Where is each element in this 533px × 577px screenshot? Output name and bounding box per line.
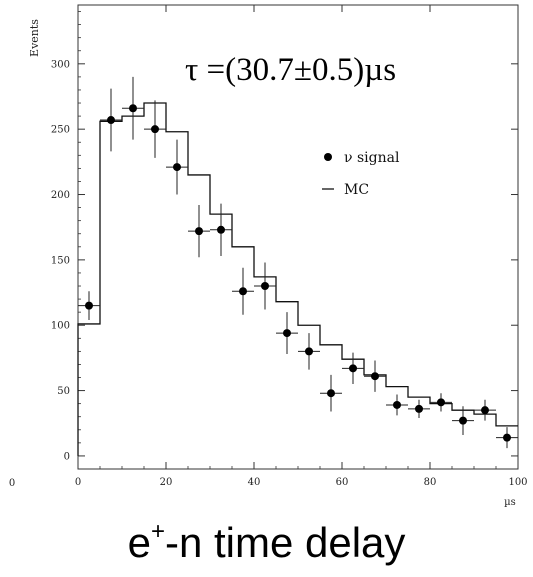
caption-superscript: + xyxy=(150,518,165,545)
signal-point xyxy=(129,104,137,113)
signal-point xyxy=(437,398,445,407)
y-tick-label: 250 xyxy=(51,125,70,136)
y-tick-label: 0 xyxy=(64,451,70,462)
signal-point xyxy=(195,227,203,236)
signal-point xyxy=(393,400,401,409)
signal-point xyxy=(107,116,115,125)
signal-point xyxy=(349,364,357,373)
signal-point xyxy=(217,225,225,234)
lifetime-annotation: τ =(30.7±0.5)µs xyxy=(185,52,396,88)
outer-x-tick-label: 0 xyxy=(9,478,15,489)
signal-point xyxy=(85,301,93,310)
signal-points xyxy=(78,76,518,449)
legend-marker-signal xyxy=(324,153,332,161)
signal-point xyxy=(503,433,511,442)
caption: e+-n time delay xyxy=(0,518,533,568)
x-tick-label: 60 xyxy=(336,477,349,488)
x-tick-label: 0 xyxy=(75,477,81,488)
chart-svg: Events µs 0 τ =(30.7±0.5)µs 050100150200… xyxy=(9,4,528,508)
x-axis-label: µs xyxy=(504,497,516,508)
y-tick-label: 50 xyxy=(57,386,70,397)
signal-point xyxy=(371,372,379,381)
y-axis-label: Events xyxy=(28,19,41,57)
x-tick-label: 100 xyxy=(508,477,527,488)
x-tick-label: 40 xyxy=(248,477,261,488)
legend-label-signal: ν signal xyxy=(344,150,400,166)
signal-point xyxy=(239,287,247,296)
signal-point xyxy=(327,389,335,398)
mc-step-line xyxy=(77,102,518,456)
signal-point xyxy=(261,282,269,291)
y-tick-label: 300 xyxy=(51,59,70,70)
y-tick-label: 150 xyxy=(51,255,70,266)
signal-point xyxy=(283,329,291,338)
legend: ν signal MC xyxy=(322,150,400,198)
mc-histogram xyxy=(77,102,518,456)
x-tick-label: 20 xyxy=(160,477,173,488)
signal-point xyxy=(481,406,489,415)
signal-point xyxy=(459,416,467,425)
signal-point xyxy=(305,347,313,356)
signal-point xyxy=(415,404,423,413)
y-tick-label: 100 xyxy=(51,321,70,332)
signal-point xyxy=(151,125,159,134)
caption-text: e+-n time delay xyxy=(127,518,406,566)
signal-point xyxy=(173,163,181,172)
legend-label-mc: MC xyxy=(344,182,369,198)
y-tick-label: 200 xyxy=(51,190,70,201)
x-tick-label: 80 xyxy=(424,477,437,488)
